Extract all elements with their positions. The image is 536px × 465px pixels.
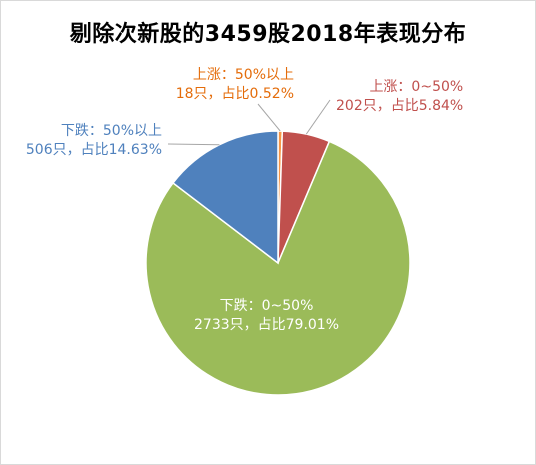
slice-label-up-over-50: 上涨：50%以上 18只，占比0.52% — [176, 66, 294, 104]
slice-label-count: 506只，占比14.63% — [25, 142, 162, 158]
slice-label-category: 上涨：50%以上 — [192, 67, 294, 83]
chart-title: 剔除次新股的3459股2018年表现分布 — [69, 22, 467, 47]
slice-label-down-0-50: 下跌：0~50% 2733只，占比79.01% — [194, 297, 339, 335]
slice-label-count: 18只，占比0.52% — [175, 86, 294, 102]
slice-label-count: 2733只，占比79.01% — [194, 317, 340, 333]
leader-line — [167, 143, 220, 146]
slice-label-count: 202只，占比5.84% — [336, 98, 464, 114]
slice-label-category: 下跌：50%以上 — [60, 123, 162, 139]
slice-label-category: 上涨：0~50% — [369, 79, 464, 95]
slice-label-category: 下跌：0~50% — [219, 298, 314, 314]
pie-slice-down-over-50 — [171, 130, 279, 265]
leader-line — [305, 99, 331, 135]
pie-slice-down-0-50 — [145, 140, 411, 396]
slice-label-up-0-50: 上涨：0~50% 202只，占比5.84% — [336, 78, 463, 116]
leader-line — [257, 103, 281, 132]
slice-label-down-over-50: 下跌：50%以上 506只，占比14.63% — [26, 122, 162, 160]
